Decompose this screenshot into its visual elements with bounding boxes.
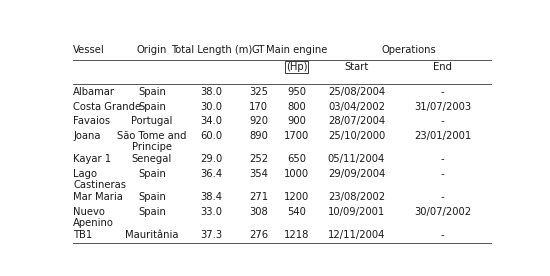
Text: (Hp): (Hp) bbox=[286, 62, 307, 72]
Text: Spain: Spain bbox=[138, 102, 166, 112]
Text: 23/08/2002: 23/08/2002 bbox=[328, 192, 385, 202]
Text: Mauritânia: Mauritânia bbox=[125, 230, 179, 240]
Text: 25/08/2004: 25/08/2004 bbox=[328, 87, 385, 97]
Text: -: - bbox=[441, 154, 444, 164]
Text: 12/11/2004: 12/11/2004 bbox=[328, 230, 385, 240]
Text: 1218: 1218 bbox=[284, 230, 310, 240]
Text: 36.4: 36.4 bbox=[201, 169, 223, 179]
Text: 25/10/2000: 25/10/2000 bbox=[328, 131, 385, 141]
Text: -: - bbox=[441, 116, 444, 126]
Text: 890: 890 bbox=[249, 131, 268, 141]
Text: Apenino: Apenino bbox=[73, 218, 114, 228]
Text: Spain: Spain bbox=[138, 192, 166, 202]
Text: 308: 308 bbox=[249, 207, 268, 217]
Text: 30.0: 30.0 bbox=[201, 102, 223, 112]
Text: 38.4: 38.4 bbox=[201, 192, 223, 202]
Text: Principe: Principe bbox=[132, 142, 172, 152]
Text: 30/07/2002: 30/07/2002 bbox=[414, 207, 471, 217]
Text: Albamar: Albamar bbox=[73, 87, 115, 97]
Text: -: - bbox=[441, 169, 444, 179]
Text: Vessel: Vessel bbox=[73, 45, 104, 55]
Text: Favaios: Favaios bbox=[73, 116, 110, 126]
Text: Main engine: Main engine bbox=[266, 45, 327, 55]
Text: Kayar 1: Kayar 1 bbox=[73, 154, 111, 164]
Text: 1000: 1000 bbox=[284, 169, 309, 179]
Text: -: - bbox=[441, 192, 444, 202]
Text: Castineras: Castineras bbox=[73, 180, 126, 190]
Text: Origin: Origin bbox=[137, 45, 167, 55]
Text: 33.0: 33.0 bbox=[201, 207, 223, 217]
Text: 271: 271 bbox=[249, 192, 268, 202]
Text: 37.3: 37.3 bbox=[201, 230, 223, 240]
Text: 252: 252 bbox=[249, 154, 268, 164]
Text: 31/07/2003: 31/07/2003 bbox=[414, 102, 471, 112]
Text: 03/04/2002: 03/04/2002 bbox=[328, 102, 385, 112]
Text: 900: 900 bbox=[287, 116, 306, 126]
Text: 34.0: 34.0 bbox=[201, 116, 223, 126]
Text: 276: 276 bbox=[249, 230, 268, 240]
Text: 29.0: 29.0 bbox=[200, 154, 223, 164]
Text: Operations: Operations bbox=[381, 45, 436, 55]
Text: Lago: Lago bbox=[73, 169, 97, 179]
Text: 23/01/2001: 23/01/2001 bbox=[414, 131, 471, 141]
Text: 540: 540 bbox=[287, 207, 306, 217]
Text: Spain: Spain bbox=[138, 87, 166, 97]
Text: 170: 170 bbox=[249, 102, 268, 112]
Text: -: - bbox=[441, 230, 444, 240]
Text: -: - bbox=[441, 87, 444, 97]
Text: 950: 950 bbox=[287, 87, 306, 97]
Text: GT: GT bbox=[252, 45, 265, 55]
Text: 1700: 1700 bbox=[284, 131, 310, 141]
Text: 1200: 1200 bbox=[284, 192, 310, 202]
Text: São Tome and: São Tome and bbox=[117, 131, 186, 141]
Text: Start: Start bbox=[344, 62, 369, 72]
Text: Costa Grande: Costa Grande bbox=[73, 102, 141, 112]
Text: 650: 650 bbox=[287, 154, 306, 164]
Text: 29/09/2004: 29/09/2004 bbox=[328, 169, 385, 179]
Text: 60.0: 60.0 bbox=[201, 131, 223, 141]
Text: 10/09/2001: 10/09/2001 bbox=[328, 207, 385, 217]
Text: 05/11/2004: 05/11/2004 bbox=[328, 154, 385, 164]
Text: 325: 325 bbox=[249, 87, 268, 97]
Text: Senegal: Senegal bbox=[132, 154, 172, 164]
Text: Mar Maria: Mar Maria bbox=[73, 192, 123, 202]
Text: TB1: TB1 bbox=[73, 230, 92, 240]
Text: Spain: Spain bbox=[138, 169, 166, 179]
Text: 28/07/2004: 28/07/2004 bbox=[328, 116, 385, 126]
Text: 920: 920 bbox=[249, 116, 268, 126]
Text: Nuevo: Nuevo bbox=[73, 207, 105, 217]
Text: Total Length (m): Total Length (m) bbox=[171, 45, 252, 55]
Text: 38.0: 38.0 bbox=[201, 87, 223, 97]
Text: Portugal: Portugal bbox=[131, 116, 173, 126]
Text: 354: 354 bbox=[249, 169, 268, 179]
Text: End: End bbox=[433, 62, 452, 72]
Text: Spain: Spain bbox=[138, 207, 166, 217]
Text: Joana: Joana bbox=[73, 131, 101, 141]
Text: 800: 800 bbox=[288, 102, 306, 112]
